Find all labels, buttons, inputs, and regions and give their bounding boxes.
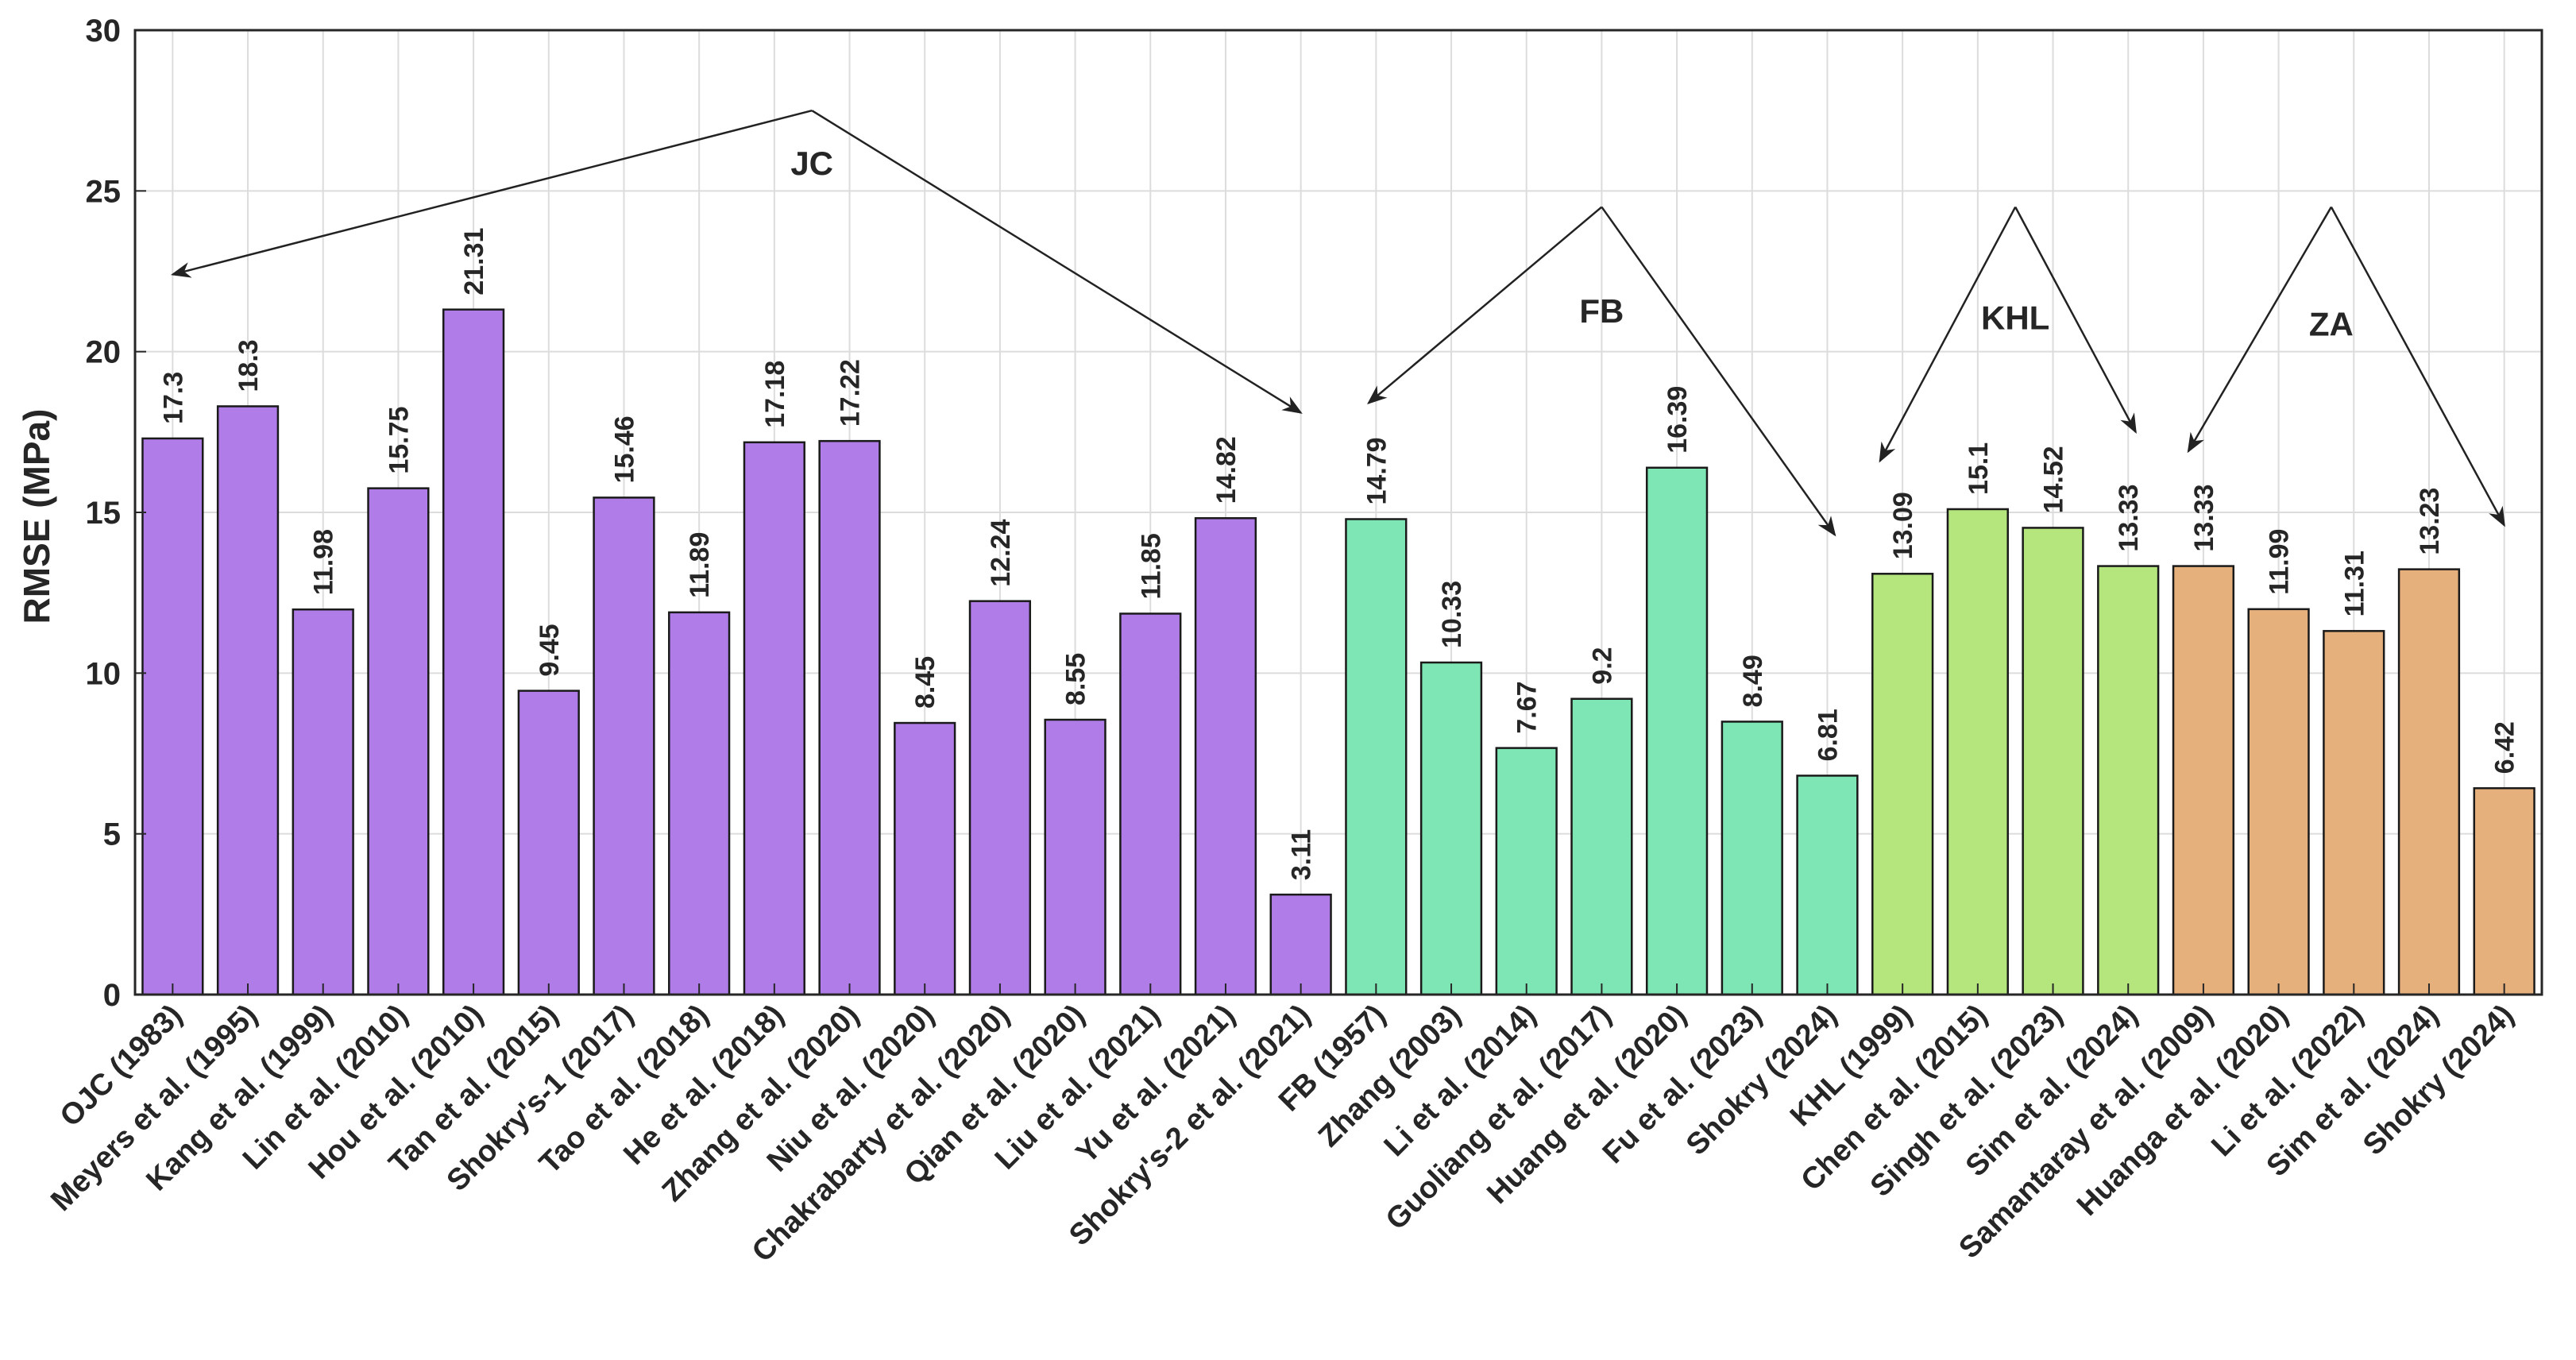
group-arrow-jc xyxy=(170,109,813,278)
y-tick-label: 10 xyxy=(86,656,122,691)
bar-value-label: 9.2 xyxy=(1587,647,1617,684)
bar-value-label: 3.11 xyxy=(1287,829,1317,880)
group-label-jc: JC xyxy=(790,145,833,182)
bar-value-label: 15.1 xyxy=(1964,442,1994,495)
bar xyxy=(968,600,1032,996)
bar xyxy=(1645,466,1709,996)
bar-value-label: 13.33 xyxy=(2114,484,2144,551)
y-tick-label: 0 xyxy=(103,978,121,1013)
bar xyxy=(593,496,655,996)
bar xyxy=(894,721,956,996)
annotation-layer: JC FB KHL ZA xyxy=(170,109,2505,537)
bar xyxy=(743,441,805,996)
group-arrow-za xyxy=(2330,206,2505,527)
bar-value-label: 15.46 xyxy=(609,415,639,483)
bar xyxy=(1194,517,1257,996)
y-axis-title: RMSE (MPa) xyxy=(16,409,57,624)
bar-value-label: 18.3 xyxy=(234,339,264,392)
bar-value-label: 15.75 xyxy=(384,407,414,474)
group-arrow-jc xyxy=(811,110,1303,414)
bar-value-label: 13.23 xyxy=(2415,488,2445,555)
group-arrow-fb xyxy=(1601,206,1836,537)
bar xyxy=(1044,718,1106,996)
group-label-khl: KHL xyxy=(1981,299,2049,336)
bar-value-label: 17.22 xyxy=(836,359,866,427)
bar-value-label: 12.24 xyxy=(986,520,1016,587)
bar xyxy=(1871,573,1934,996)
y-tick-label: 30 xyxy=(86,14,122,48)
bar-value-label: 11.98 xyxy=(309,529,339,595)
y-tick-label: 25 xyxy=(86,174,122,209)
bar xyxy=(818,439,881,996)
group-arrow-za xyxy=(2187,206,2332,454)
group-label-fb: FB xyxy=(1579,292,1624,330)
bar-value-label: 14.82 xyxy=(1211,436,1242,504)
bar-value-label: 6.81 xyxy=(1813,709,1843,761)
bar xyxy=(1269,893,1332,996)
bar-value-label: 17.18 xyxy=(760,361,790,428)
bar xyxy=(1796,775,1859,996)
bar-value-label: 21.31 xyxy=(459,228,489,296)
bar xyxy=(2323,630,2385,996)
bar xyxy=(2397,568,2461,996)
bar xyxy=(1946,508,2009,996)
bar xyxy=(1721,721,1783,996)
bar xyxy=(2473,786,2535,996)
bar xyxy=(2172,565,2235,996)
bars-layer: 17.3 18.3 11.98 15.75 21.31 9.45 15.46 11.89 17.… xyxy=(141,228,2535,996)
bar xyxy=(292,608,354,996)
bar-value-label: 6.42 xyxy=(2490,721,2520,774)
bar xyxy=(517,690,580,996)
bar xyxy=(2247,608,2310,996)
bar xyxy=(1495,747,1558,996)
bar-value-label: 11.85 xyxy=(1136,533,1166,599)
bar-value-label: 8.55 xyxy=(1061,653,1091,705)
bar-value-label: 16.39 xyxy=(1663,386,1693,454)
bar-value-label: 10.33 xyxy=(1437,581,1467,648)
bar xyxy=(1570,697,1633,996)
y-tick-label: 20 xyxy=(86,335,122,370)
bar-value-label: 11.89 xyxy=(685,532,715,598)
bar xyxy=(367,487,430,996)
bar xyxy=(141,437,204,996)
bar-value-label: 11.31 xyxy=(2339,551,2369,616)
bar-value-label: 13.09 xyxy=(1888,492,1918,559)
bar-value-label: 14.79 xyxy=(1361,437,1392,504)
y-tick-label: 5 xyxy=(103,817,121,852)
bar-value-label: 8.45 xyxy=(910,656,940,709)
bar-value-label: 11.99 xyxy=(2265,529,2295,595)
group-arrow-khl xyxy=(1879,206,2017,463)
bar xyxy=(2097,565,2160,996)
bar xyxy=(1419,661,1483,996)
group-label-za: ZA xyxy=(2309,305,2354,342)
plot-frame xyxy=(133,29,2543,996)
bar-value-label: 13.33 xyxy=(2189,484,2219,551)
group-arrow-fb xyxy=(1366,206,1603,405)
group-arrow-khl xyxy=(2014,206,2137,435)
bar xyxy=(216,405,280,996)
bar-value-label: 7.67 xyxy=(1512,681,1543,733)
bar xyxy=(1345,518,1408,996)
bar-value-label: 8.49 xyxy=(1738,655,1768,707)
bar-value-label: 9.45 xyxy=(535,624,565,676)
bar-value-label: 17.3 xyxy=(158,372,188,424)
bar xyxy=(442,308,505,996)
bar xyxy=(668,611,731,996)
y-tick-label: 15 xyxy=(86,496,122,531)
bar xyxy=(2022,527,2084,996)
bar xyxy=(1119,612,1182,996)
bar-value-label: 14.52 xyxy=(2039,446,2069,513)
